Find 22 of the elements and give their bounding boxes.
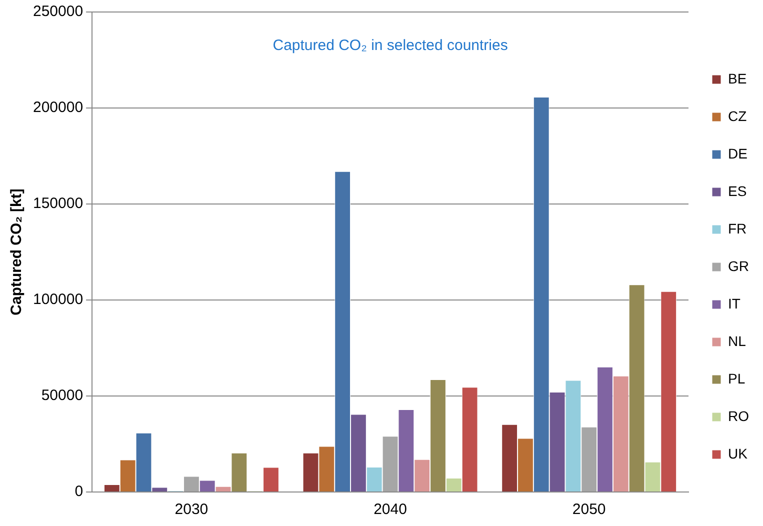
y-tick-label: 150000 — [32, 195, 84, 212]
legend-label: PL — [728, 370, 746, 386]
legend-label: NL — [728, 332, 746, 349]
legend-label: IT — [728, 295, 741, 312]
y-tick-label: 250000 — [32, 3, 84, 20]
text: Captured CO₂ in selected countries — [272, 37, 508, 54]
legend-label: CZ — [728, 108, 748, 124]
x-tick-label: 2030 — [174, 501, 208, 518]
legend-label: GR — [728, 258, 749, 274]
y-tick-label: 200000 — [32, 99, 84, 116]
legend-label: ES — [728, 182, 747, 199]
y-tick-label: 0 — [74, 483, 84, 500]
legend-label: RO — [728, 408, 750, 424]
y-axis-title: Captured CO₂ [kt] — [8, 188, 26, 316]
x-tick-label: 2050 — [572, 501, 606, 518]
legend-label: UK — [728, 445, 748, 462]
y-tick-label: 50000 — [41, 387, 84, 404]
legend-label: BE — [728, 70, 747, 86]
x-tick-label: 2040 — [374, 501, 407, 518]
legend-label: FR — [728, 220, 747, 236]
legend-label: DE — [728, 145, 748, 162]
y-tick-label: 100000 — [32, 291, 84, 308]
